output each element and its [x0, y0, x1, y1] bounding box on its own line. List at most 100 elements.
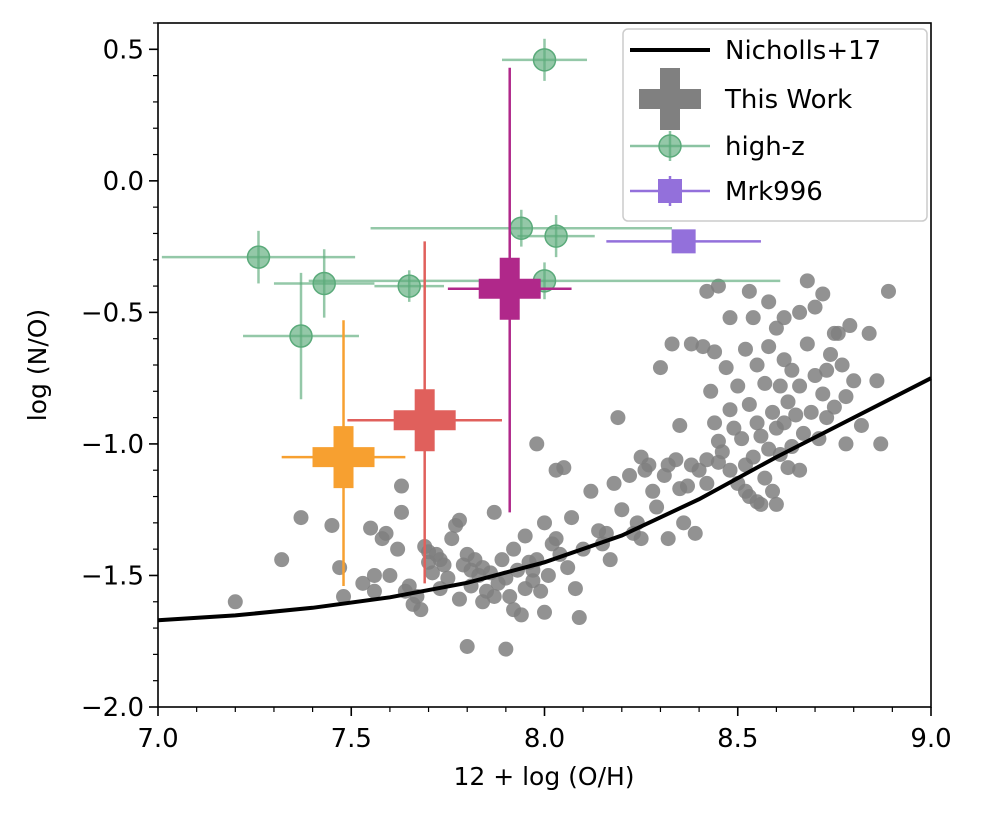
background-point: [780, 394, 796, 410]
background-point: [548, 531, 564, 547]
background-point: [649, 499, 665, 515]
background-point: [722, 402, 738, 418]
nicholls-line-layer: [157, 376, 932, 623]
background-point: [718, 360, 734, 376]
high-z-point: [312, 271, 336, 296]
background-point: [823, 346, 839, 362]
x-axis-label: 12 + log (O/H): [453, 762, 634, 791]
background-point: [772, 378, 788, 394]
background-point: [610, 410, 626, 426]
background-point: [378, 525, 394, 541]
background-point: [687, 525, 703, 541]
background-point: [529, 436, 545, 452]
mrk996-layer: [606, 229, 761, 254]
background-point: [819, 362, 835, 378]
background-point: [722, 310, 738, 326]
y-tick-label: 0.0: [103, 167, 144, 197]
x-tick-label: 8.5: [717, 724, 758, 754]
x-tick-label: 7.0: [137, 724, 178, 754]
nicholls-17-line: [157, 376, 932, 623]
background-scatter-layer: [227, 273, 896, 657]
y-tick-label: −2.0: [81, 693, 144, 723]
background-point: [227, 594, 243, 610]
high-z-point: [246, 245, 271, 269]
background-point: [741, 283, 757, 299]
background-point: [293, 510, 309, 526]
legend-handle-square: [658, 179, 682, 203]
y-axis-label: log (N/O): [23, 309, 52, 421]
background-point: [880, 283, 896, 299]
y-tick-label: −0.5: [81, 298, 144, 328]
background-point: [768, 320, 784, 336]
background-point: [815, 286, 831, 302]
background-point: [641, 457, 657, 473]
y-tick-label: 0.5: [103, 35, 144, 65]
background-point: [633, 531, 649, 547]
background-point: [788, 407, 804, 423]
x-tick-label: 7.5: [331, 724, 372, 754]
background-point: [842, 318, 858, 334]
legend-label: This Work: [724, 85, 852, 115]
background-point: [761, 441, 777, 457]
background-point: [274, 552, 290, 568]
background-point: [583, 483, 599, 499]
background-point: [517, 528, 533, 544]
background-point: [730, 378, 746, 394]
background-point: [498, 641, 514, 657]
background-point: [556, 460, 572, 476]
background-point: [776, 415, 792, 431]
background-point: [622, 467, 638, 483]
background-point: [691, 462, 707, 478]
background-point: [424, 565, 440, 581]
background-point: [792, 304, 808, 320]
background-point: [745, 310, 761, 326]
background-point: [741, 396, 757, 412]
background-point: [486, 504, 502, 520]
background-point: [567, 581, 583, 597]
background-point: [737, 341, 753, 357]
legend: Nicholls+17 This Work high-z Mrk996: [622, 28, 928, 222]
background-point: [784, 362, 800, 378]
background-point: [757, 470, 773, 486]
background-point: [660, 531, 676, 547]
background-point: [749, 415, 765, 431]
legend-box: [622, 28, 928, 222]
background-point: [533, 583, 549, 599]
background-point: [332, 560, 348, 576]
background-point: [506, 541, 522, 557]
this-work-point: [312, 426, 375, 489]
background-point: [668, 452, 684, 468]
background-point: [869, 373, 885, 389]
background-point: [537, 515, 552, 531]
background-point: [336, 589, 352, 605]
background-point: [753, 428, 769, 444]
background-point: [846, 373, 862, 389]
background-point: [355, 575, 371, 591]
background-point: [401, 578, 417, 594]
background-point: [393, 504, 409, 520]
background-point: [602, 552, 618, 568]
background-point: [560, 560, 576, 576]
high-z-point: [532, 48, 557, 72]
background-point: [780, 460, 796, 476]
background-point: [757, 375, 773, 391]
high-z-point: [544, 224, 568, 248]
legend-label: Nicholls+17: [725, 36, 881, 66]
x-tick-label: 8.0: [524, 724, 565, 754]
background-point: [393, 478, 409, 494]
background-point: [838, 436, 854, 452]
background-point: [776, 352, 792, 368]
background-point: [703, 383, 719, 399]
background-point: [451, 512, 467, 528]
background-point: [486, 589, 502, 605]
background-point: [799, 273, 815, 289]
background-point: [324, 517, 340, 533]
background-point: [749, 357, 765, 373]
background-point: [645, 483, 661, 499]
background-point: [803, 404, 819, 420]
legend-handle-circle: [658, 134, 682, 158]
legend-label: high-z: [725, 132, 805, 162]
high-z-point: [397, 274, 421, 298]
background-point: [768, 496, 784, 512]
background-point: [382, 567, 398, 583]
